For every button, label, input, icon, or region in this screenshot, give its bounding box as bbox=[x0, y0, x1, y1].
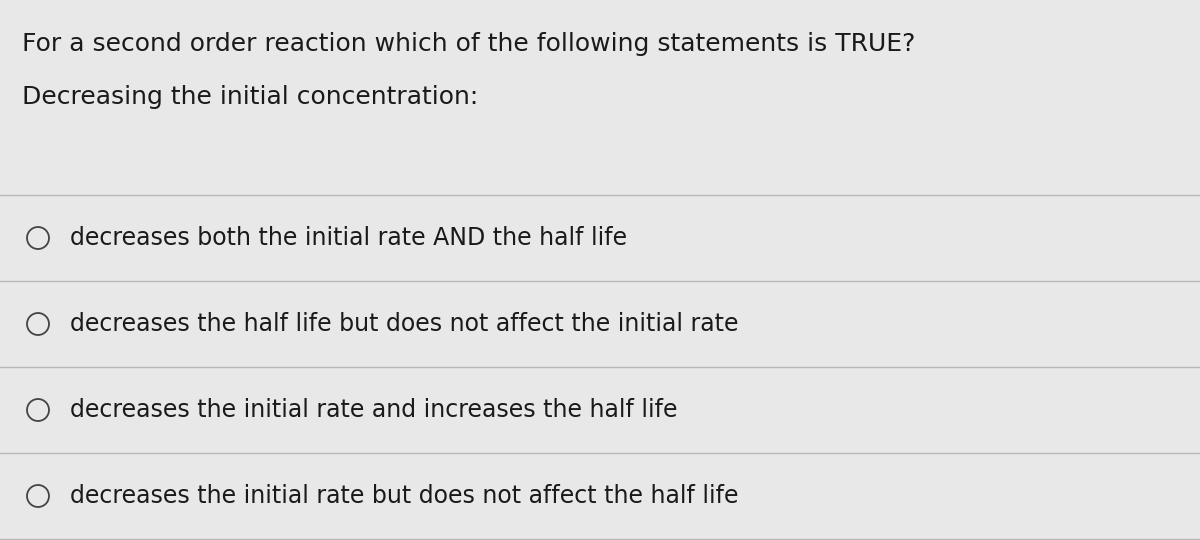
Text: decreases the initial rate and increases the half life: decreases the initial rate and increases… bbox=[70, 398, 678, 422]
Text: Decreasing the initial concentration:: Decreasing the initial concentration: bbox=[22, 85, 479, 109]
Text: For a second order reaction which of the following statements is TRUE?: For a second order reaction which of the… bbox=[22, 32, 916, 56]
Text: decreases the initial rate but does not affect the half life: decreases the initial rate but does not … bbox=[70, 484, 738, 508]
Text: decreases the half life but does not affect the initial rate: decreases the half life but does not aff… bbox=[70, 312, 738, 336]
Text: decreases both the initial rate AND the half life: decreases both the initial rate AND the … bbox=[70, 226, 628, 250]
